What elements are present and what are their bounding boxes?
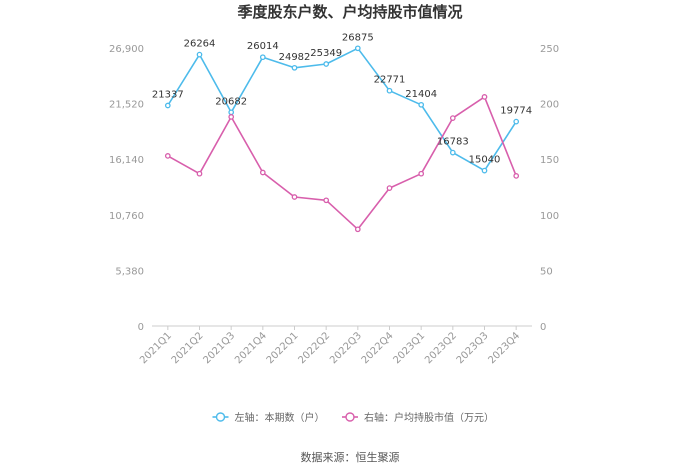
legend-marker-icon [345,412,355,422]
right-axis-tick-label: 250 [540,44,559,55]
left-axis-tick-label: 16,140 [109,155,144,166]
series-2-point [449,115,456,121]
legend-label: 右轴：户均持股市值（万元） [364,411,494,424]
x-axis-tick-label: 2021Q4 [233,330,269,366]
left-axis-tick-label: 5,380 [115,266,144,277]
data-label: 26014 [247,41,279,52]
data-label: 26264 [184,39,216,50]
series-line-1 [167,47,517,172]
right-axis-tick-label: 200 [540,100,559,111]
series-line-2 [167,96,517,231]
right-axis-tick-label: 50 [540,266,553,277]
legend-item-2[interactable]: 右轴：户均持股市值（万元） [342,411,494,424]
chart-title: 季度股东户数、户均持股市值情况 [237,3,462,21]
right-axis-tick-label: 0 [540,322,546,333]
x-axis-tick-label: 2022Q2 [296,330,332,366]
series-1-point [228,109,235,116]
data-label: 21404 [405,89,437,100]
series-1-point [164,102,171,109]
data-label: 16783 [437,137,469,148]
series-1-point [196,51,203,58]
series-2-point [323,197,330,204]
series-2-point [291,194,298,200]
series-2-point [386,185,393,191]
series-2-point [418,170,425,177]
series-1-point [481,167,488,174]
x-axis-tick-label: 2021Q3 [201,330,237,366]
data-label: 20682 [215,96,247,107]
x-axis-tick-label: 2023Q1 [391,330,427,366]
series-1-point [386,87,393,94]
series-2-point [196,170,203,177]
x-axis-tick-label: 2022Q1 [265,330,301,366]
legend: 左轴：本期数（户） 右轴：户均持股市值（万元） [212,411,494,424]
legend-label: 左轴：本期数（户） [235,411,325,424]
legend-marker-icon [215,412,226,422]
right-axis-tick-label: 150 [540,155,559,166]
series-2-point [481,94,488,100]
series-1-point [418,101,425,108]
left-axis-tick-label: 26,900 [109,44,144,55]
series-1-point [291,64,298,71]
data-label: 25349 [310,48,342,59]
data-label: 21337 [152,90,184,101]
series-2-point [513,173,520,179]
data-label: 22771 [374,75,406,86]
series-2-point [164,153,171,159]
data-label: 15040 [469,155,501,166]
x-axis-tick-label: 2023Q2 [423,330,459,366]
x-axis-tick-label: 2022Q4 [360,330,396,366]
left-axis-tick-label: 0 [138,322,144,333]
series-1-point [449,149,456,156]
series-1-point [323,61,330,67]
series-2-point [259,169,266,176]
data-source: 数据来源：恒生聚源 [301,450,400,464]
data-label: 19774 [500,106,532,117]
x-axis-tick-label: 2021Q2 [170,330,206,366]
data-label: 24982 [279,52,311,63]
left-axis-tick-label: 10,760 [109,211,144,222]
series-1-point [259,54,266,61]
right-axis-tick-label: 100 [540,211,559,222]
series-1-point [354,45,361,52]
series-layer [164,45,520,233]
series-1-point [513,118,520,125]
x-axis-tick-label: 2023Q4 [486,330,522,366]
x-axis-tick-label: 2022Q3 [328,330,364,366]
x-axis-tick-label: 2023Q3 [455,330,491,366]
series-2-point [228,114,235,120]
left-axis-tick-label: 21,520 [109,100,144,111]
x-axis-tick-label: 2021Q1 [138,330,174,366]
data-label: 26875 [342,32,374,43]
legend-item-1[interactable]: 左轴：本期数（户） [212,411,325,424]
series-2-point [354,226,361,233]
